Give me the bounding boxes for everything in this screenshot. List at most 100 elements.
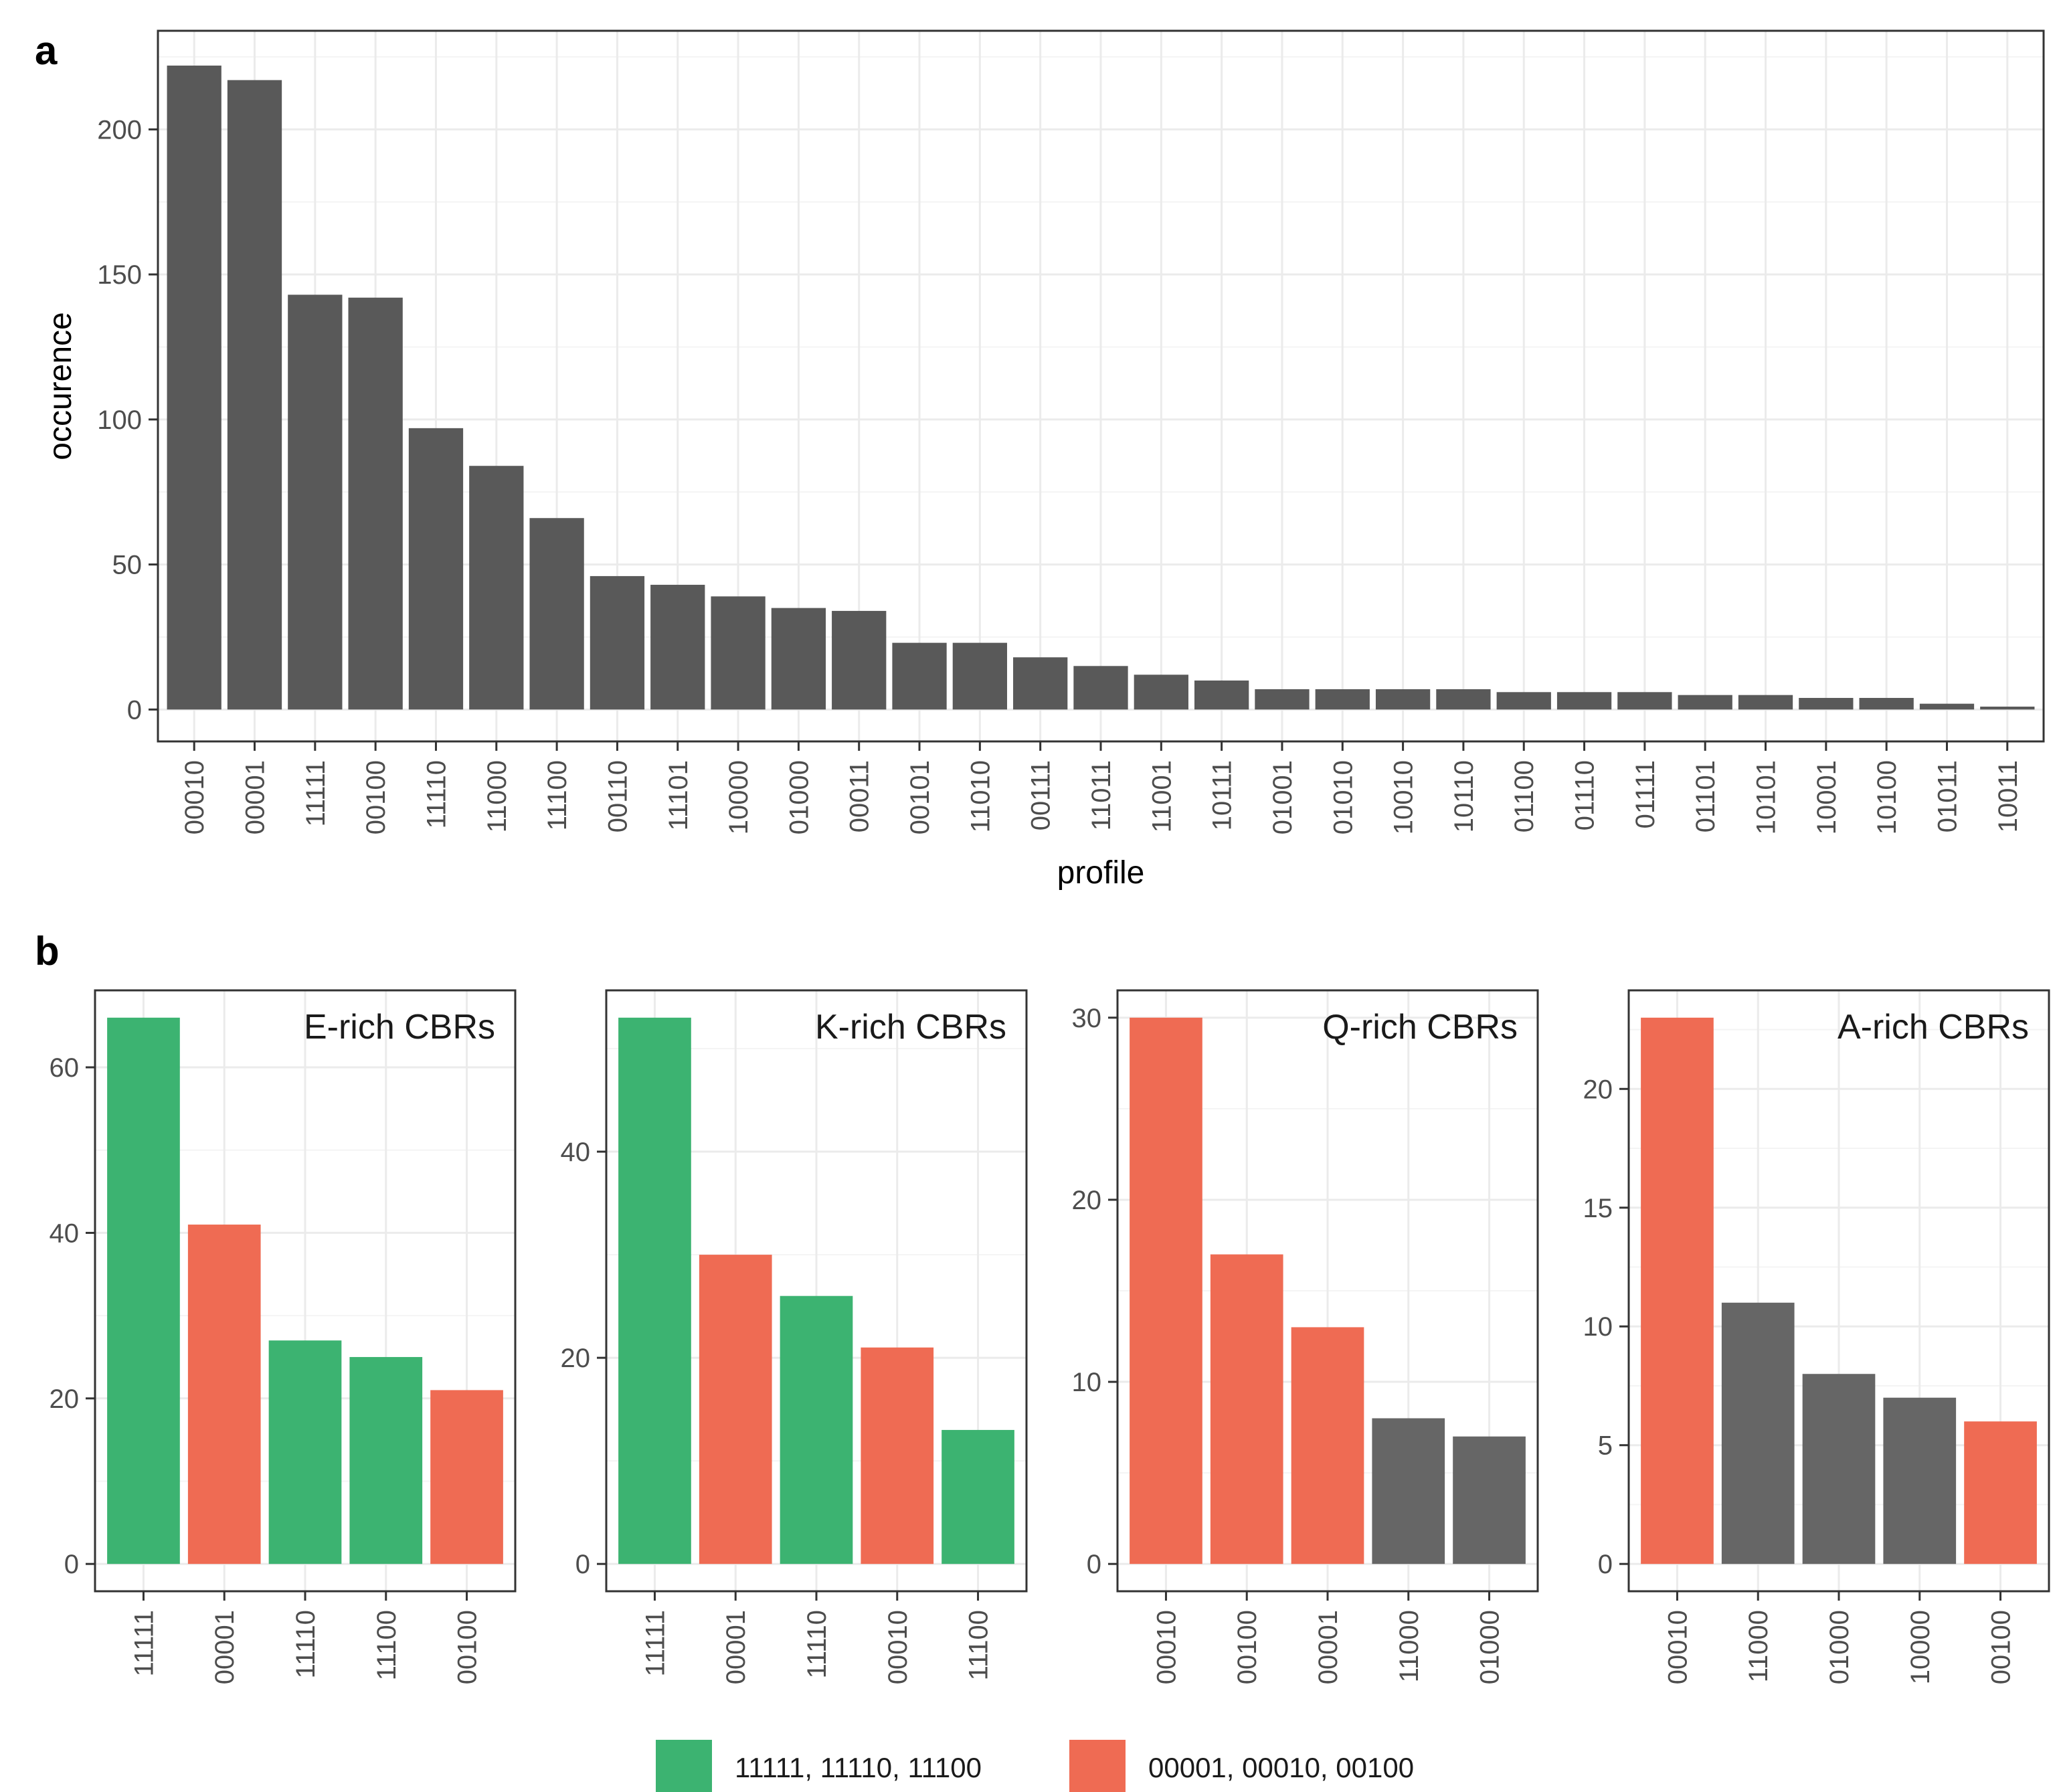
facet-title: K-rich CBRs (815, 1008, 1006, 1047)
x-tick-label: 11111 (129, 1610, 159, 1676)
y-tick-label: 40 (561, 1138, 591, 1167)
bar-11010 (952, 642, 1008, 710)
x-tick-label: 00010 (1663, 1610, 1692, 1684)
y-tick-label: 150 (97, 260, 142, 290)
bar-00001 (699, 1255, 772, 1564)
x-tick-label: 10010 (1389, 760, 1419, 834)
bar-11111 (618, 1017, 691, 1564)
x-tick-label: 00001 (1314, 1610, 1343, 1684)
facet-frame (605, 989, 1028, 1593)
bar-11110 (780, 1295, 853, 1564)
x-tick-label: 11100 (372, 1610, 401, 1680)
bar-10100 (1859, 697, 1914, 710)
bar-11111 (288, 294, 343, 710)
x-tick-label: 00101 (905, 760, 935, 834)
panel-a-y-ticks: 0 50 100 150 200 (97, 115, 158, 725)
y-tick-label: 50 (112, 551, 143, 580)
x-tick-label: 10101 (1752, 760, 1781, 834)
x-tick-label: 00110 (603, 760, 632, 832)
legend-label-red: 00001, 00010, 00100 (1148, 1752, 1414, 1783)
y-tick-label: 10 (1072, 1368, 1102, 1397)
x-tick-label: 10100 (1872, 760, 1902, 834)
bar-11100 (942, 1429, 1014, 1564)
x-tick-label: 10110 (1449, 760, 1479, 832)
facet-a-rich: 0 5 10 15 20 00010 11000 01000 10000 00100 A-rich … (1583, 989, 2050, 1684)
bar-11110 (268, 1340, 342, 1564)
bar-01101 (1678, 695, 1732, 710)
facet-e-rich: 0 20 40 60 11111 00001 11110 11100 00100 E-rich C… (50, 989, 517, 1684)
bar-11101 (650, 584, 705, 710)
facet-title: A-rich CBRs (1838, 1008, 2029, 1047)
x-tick-label: 01110 (1571, 760, 1600, 830)
y-tick-label: 0 (575, 1550, 590, 1579)
bar-11110 (408, 428, 464, 710)
y-tick-label: 20 (561, 1344, 591, 1373)
panel-a-x-axis-title: profile (1057, 855, 1145, 891)
y-tick-label: 20 (50, 1384, 80, 1414)
x-tick-label: 01100 (1510, 760, 1539, 832)
x-tick-label: 10011 (1993, 760, 2023, 832)
x-tick-label: 01101 (1691, 760, 1720, 832)
facet-title: E-rich CBRs (304, 1008, 495, 1047)
x-tick-label: 11010 (966, 760, 995, 832)
x-tick-label: 00100 (1233, 1610, 1262, 1684)
bar-11000 (1372, 1418, 1445, 1564)
panel-a-x-ticks: 00010 00001 11111 00100 11110 11000 11100 00110… (180, 741, 2023, 834)
bar-10101 (1738, 695, 1793, 710)
y-tick-label: 30 (1072, 1004, 1102, 1033)
bar-10000 (711, 596, 766, 710)
bar-01111 (1617, 692, 1672, 710)
bar-00001 (227, 80, 282, 710)
bar-00011 (832, 610, 887, 710)
x-tick-label: 00100 (361, 760, 391, 834)
bar-00010 (167, 66, 221, 710)
x-tick-label: 11001 (1147, 760, 1176, 832)
bar-01100 (1496, 692, 1551, 710)
legend-swatch-green (656, 1740, 712, 1792)
bar-11100 (349, 1356, 423, 1564)
bar-00100 (348, 297, 403, 710)
x-tick-label: 01000 (1475, 1610, 1505, 1684)
panel-b-legend: 11111, 11110, 11100 00001, 00010, 00100 (656, 1740, 1414, 1792)
bar-00010 (1641, 1017, 1714, 1564)
x-tick-label: 00100 (453, 1610, 482, 1684)
bar-00010 (1130, 1017, 1202, 1564)
panel-a: a 0 50 100 150 200 00010 00001 11111 00100 11110… (35, 28, 2045, 891)
y-tick-label: 0 (127, 695, 142, 725)
panel-a-letter: a (35, 28, 58, 73)
x-tick-label: 11000 (482, 760, 512, 832)
legend-label-green: 11111, 11110, 11100 (735, 1752, 982, 1783)
panel-a-bars (167, 66, 2035, 710)
x-tick-label: 00011 (845, 760, 875, 832)
y-tick-label: 0 (1598, 1550, 1613, 1579)
bar-10000 (1883, 1397, 1957, 1564)
x-tick-label: 11110 (422, 760, 451, 828)
x-tick-label: 00001 (721, 1610, 751, 1684)
x-tick-label: 11111 (640, 1610, 670, 1676)
bar-00111 (1013, 657, 1068, 710)
x-tick-label: 11111 (301, 760, 331, 826)
x-tick-label: 00001 (210, 1610, 240, 1684)
bar-01110 (1556, 692, 1612, 710)
x-tick-label: 01111 (1631, 760, 1660, 828)
x-tick-label: 01011 (1933, 760, 1962, 832)
bar-00110 (590, 575, 645, 710)
bar-10111 (1194, 680, 1249, 710)
x-tick-label: 00010 (1152, 1610, 1181, 1684)
x-tick-label: 11011 (1087, 760, 1116, 830)
x-tick-label: 11100 (964, 1610, 994, 1680)
bar-00100 (430, 1390, 503, 1564)
bar-10110 (1436, 689, 1491, 710)
facet-k-rich: 0 20 40 11111 00001 11110 00010 11100 K-rich CBR… (561, 989, 1028, 1684)
x-tick-label: 11000 (1744, 1610, 1773, 1682)
y-tick-label: 20 (1583, 1075, 1613, 1104)
bar-11100 (529, 518, 584, 710)
y-tick-label: 0 (1087, 1550, 1101, 1579)
panel-b-letter: b (35, 929, 60, 974)
y-tick-label: 20 (1072, 1186, 1102, 1215)
facet-frame (1116, 989, 1539, 1593)
x-tick-label: 11101 (664, 760, 693, 830)
x-tick-label: 10000 (1906, 1610, 1935, 1684)
x-tick-label: 11110 (291, 1610, 321, 1678)
